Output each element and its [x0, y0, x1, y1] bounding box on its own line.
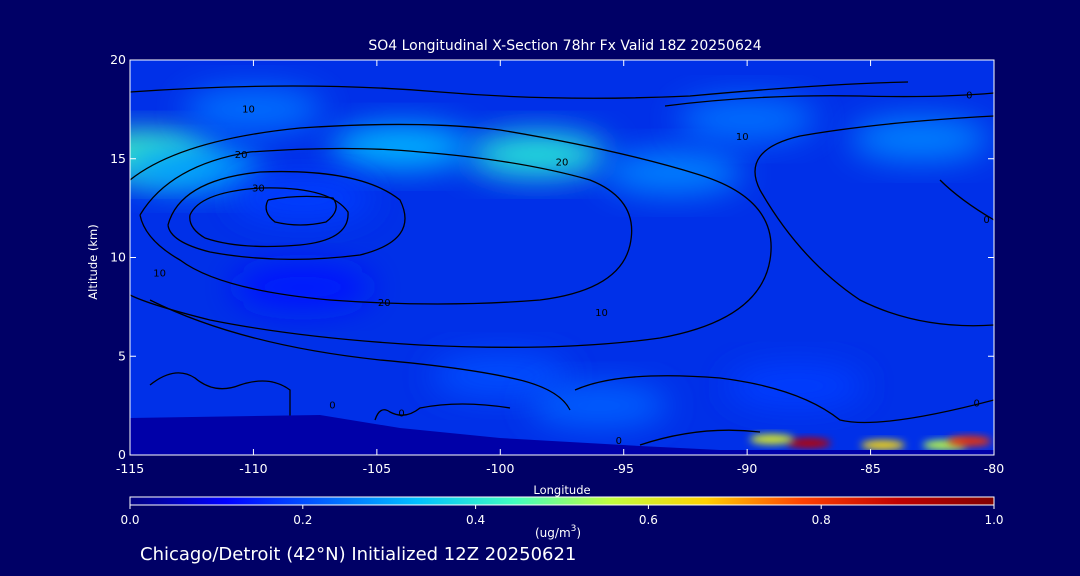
x-tick-label: -80 — [984, 461, 1004, 476]
x-tick-label: -100 — [486, 461, 514, 476]
colorbar-tick-label: 0.4 — [466, 513, 485, 527]
contour-surface-1 — [149, 372, 291, 420]
contour-surface-3 — [574, 375, 994, 424]
field-feature-4 — [603, 150, 744, 195]
contour-40 — [189, 187, 349, 248]
field-feature-7 — [849, 117, 990, 161]
y-tick-label: 5 — [118, 348, 126, 363]
x-tick-label: -115 — [116, 461, 144, 476]
field-feature-13 — [786, 438, 831, 449]
colorbar-tick-label: 0.6 — [639, 513, 658, 527]
terrain — [130, 415, 994, 455]
contour-label-6: 20 — [556, 158, 569, 169]
colorbar: 0.0 0.2 0.4 0.6 0.8 1.0 (ug/m3) — [120, 496, 1004, 540]
colorbar-unit-label: (ug/m3) — [535, 524, 581, 540]
colorbar-unit-superscript: 3 — [571, 524, 577, 534]
contour-20 — [139, 147, 633, 305]
field-feature-3 — [331, 124, 472, 169]
contour-0-right — [939, 179, 994, 221]
field-feature-6 — [677, 97, 818, 142]
y-axis-label: Altitude (km) — [86, 224, 100, 299]
field-feature-14 — [749, 434, 794, 445]
field-feature-5 — [183, 87, 324, 132]
colorbar-tick-label: 0.8 — [812, 513, 831, 527]
x-tick-label: -85 — [860, 461, 880, 476]
x-tick-label: -105 — [363, 461, 391, 476]
contour-label-layer: 10 20 30 10 20 10 20 10 0 0 0 0 0 0 — [153, 91, 990, 448]
contour-label-11: 0 — [616, 436, 622, 447]
y-axis: 0 5 10 15 20 — [110, 52, 994, 462]
contour-label-10: 0 — [398, 409, 404, 420]
concentration-field — [130, 87, 992, 451]
chart-title: SO4 Longitudinal X-Section 78hr Fx Valid… — [368, 38, 761, 54]
x-axis-label: Longitude — [533, 483, 590, 497]
colorbar-tick-label: 0.2 — [293, 513, 312, 527]
y-tick-label: 20 — [110, 52, 126, 67]
contour-0-upper — [664, 92, 994, 107]
contour-50 — [265, 195, 337, 226]
contour-surface-2 — [374, 403, 511, 421]
contour-label-7: 10 — [736, 132, 749, 143]
field-feature-15 — [860, 440, 905, 451]
contour-10-right — [754, 115, 994, 327]
contour-label-5: 10 — [595, 308, 608, 319]
field-feature-12 — [529, 383, 670, 428]
field-feature-9 — [232, 265, 373, 310]
colorbar-ticks: 0.0 0.2 0.4 0.6 0.8 1.0 — [120, 505, 1004, 527]
contour-surface-4 — [639, 429, 761, 446]
contour-30 — [167, 170, 406, 260]
x-tick-label: -110 — [239, 461, 267, 476]
contour-lines — [130, 81, 994, 446]
colorbar-tick-label: 1.0 — [984, 513, 1003, 527]
contour-label-8: 0 — [966, 91, 972, 102]
contour-10-main — [130, 123, 772, 348]
contour-label-9: 0 — [983, 215, 989, 226]
colorbar-ramp — [129, 496, 995, 506]
contour-label-1: 20 — [235, 150, 248, 161]
x-tick-label: -90 — [737, 461, 757, 476]
field-feature-2 — [467, 132, 608, 177]
contour-label-4: 20 — [378, 298, 391, 309]
field-feature-1 — [130, 146, 262, 191]
contour-label-2: 30 — [252, 183, 265, 194]
plot-area: 10 20 30 10 20 10 20 10 0 0 0 0 0 0 — [130, 60, 994, 455]
contour-label-12: 0 — [974, 399, 980, 410]
colorbar-unit-text: (ug/m — [535, 526, 571, 540]
footer-text: Chicago/Detroit (42°N) Initialized 12Z 2… — [140, 544, 576, 565]
colorbar-unit-suffix: ) — [576, 526, 581, 540]
x-tick-label: -95 — [614, 461, 634, 476]
contour-10-upper — [130, 81, 909, 99]
field-feature-11 — [726, 363, 867, 408]
field-feature-17 — [947, 436, 992, 447]
y-tick-label: 0 — [118, 447, 126, 462]
contour-lower-left — [149, 299, 571, 411]
contour-label-3: 10 — [153, 268, 166, 279]
y-tick-label: 10 — [110, 250, 126, 265]
contour-label-0: 10 — [242, 104, 255, 115]
y-tick-label: 15 — [110, 151, 126, 166]
contour-label-13: 0 — [329, 401, 335, 412]
x-axis: -115 -110 -105 -100 -95 -90 -85 -80 — [116, 60, 1004, 476]
colorbar-tick-label: 0.0 — [120, 513, 139, 527]
